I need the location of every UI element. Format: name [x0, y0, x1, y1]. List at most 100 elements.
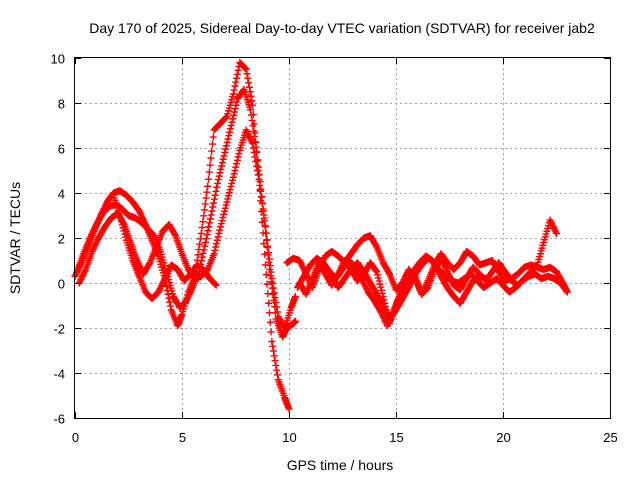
data-point: [205, 223, 213, 231]
data-layer: [71, 59, 571, 413]
data-point: [209, 133, 217, 141]
data-point: [222, 142, 230, 150]
y-axis-label: SDTVAR / TECUs: [7, 182, 23, 294]
data-point: [562, 287, 570, 295]
data-point: [227, 122, 235, 129]
data-point: [270, 352, 278, 360]
data-point: [230, 111, 238, 119]
data-point: [378, 286, 386, 294]
data-point: [203, 231, 211, 239]
data-point: [226, 186, 234, 194]
data-point: [532, 262, 540, 270]
y-tick-label: 2: [58, 232, 65, 247]
x-axis-label: GPS time / hours: [287, 457, 394, 473]
data-point: [225, 192, 233, 200]
chart-title: Day 170 of 2025, Sidereal Day-to-day VTE…: [89, 20, 595, 36]
data-point: [208, 147, 216, 155]
data-point: [222, 201, 230, 209]
data-point: [210, 199, 218, 207]
data-point: [208, 140, 216, 148]
data-point: [145, 260, 153, 268]
data-point: [232, 101, 240, 109]
data-point: [269, 342, 277, 350]
data-point: [214, 179, 222, 187]
data-point: [229, 173, 237, 181]
data-point: [291, 317, 299, 325]
y-tick-label: 8: [58, 97, 65, 112]
data-point: [171, 230, 179, 238]
data-point: [218, 217, 226, 225]
y-tick-label: -6: [53, 412, 65, 427]
data-point: [203, 188, 211, 196]
data-point: [219, 155, 227, 163]
data-point: [333, 271, 341, 279]
data-point: [216, 169, 224, 177]
data-point: [273, 308, 281, 316]
data-point: [224, 195, 232, 203]
data-point: [214, 233, 222, 241]
data-point: [201, 242, 209, 250]
data-point: [230, 108, 238, 116]
data-point: [118, 221, 126, 229]
y-tick-label: 0: [58, 277, 65, 292]
data-point: [217, 220, 225, 228]
data-point: [253, 162, 261, 170]
y-tick-label: 6: [58, 142, 65, 157]
data-point: [250, 149, 258, 156]
data-point: [378, 300, 386, 308]
data-point: [217, 223, 225, 231]
data-point: [213, 240, 221, 248]
data-point: [265, 255, 273, 263]
data-point: [263, 280, 271, 288]
data-point: [231, 167, 239, 174]
data-point: [227, 183, 235, 191]
data-point: [261, 217, 269, 225]
data-point: [271, 357, 279, 365]
data-point: [260, 211, 268, 219]
data-point: [233, 160, 241, 168]
data-point: [194, 251, 202, 259]
data-point: [258, 199, 266, 207]
data-point: [273, 371, 281, 379]
data-point: [209, 203, 217, 211]
data-point: [215, 172, 223, 180]
data-point: [268, 275, 276, 282]
data-point: [262, 271, 270, 279]
data-point: [228, 179, 236, 187]
data-point: [266, 318, 274, 326]
data-point: [202, 194, 210, 202]
data-point: [200, 206, 208, 214]
data-point: [222, 113, 230, 121]
data-point: [385, 269, 393, 277]
data-point: [212, 243, 220, 251]
data-point: [211, 246, 219, 254]
data-point: [221, 204, 229, 212]
data-point: [206, 215, 214, 223]
data-point: [223, 138, 231, 146]
data-point: [201, 200, 209, 208]
data-point: [233, 156, 241, 164]
data-point: [229, 90, 237, 98]
data-point: [220, 152, 228, 160]
data-point: [206, 219, 214, 227]
data-point: [553, 230, 560, 237]
data-point: [166, 298, 174, 306]
series-track-3: [75, 126, 299, 332]
data-point: [204, 175, 212, 183]
data-point: [252, 158, 260, 165]
series-track-2: [73, 86, 299, 341]
data-point: [120, 227, 128, 235]
data-point: [232, 78, 240, 86]
data-point: [121, 230, 129, 238]
data-point: [232, 163, 240, 171]
data-point: [218, 159, 226, 167]
y-tick-label: -2: [53, 322, 65, 337]
data-point: [250, 127, 258, 135]
data-point: [207, 154, 215, 162]
data-point: [254, 171, 262, 179]
data-point: [246, 106, 254, 114]
data-point: [482, 275, 490, 282]
data-point: [221, 149, 229, 156]
data-point: [215, 230, 223, 237]
